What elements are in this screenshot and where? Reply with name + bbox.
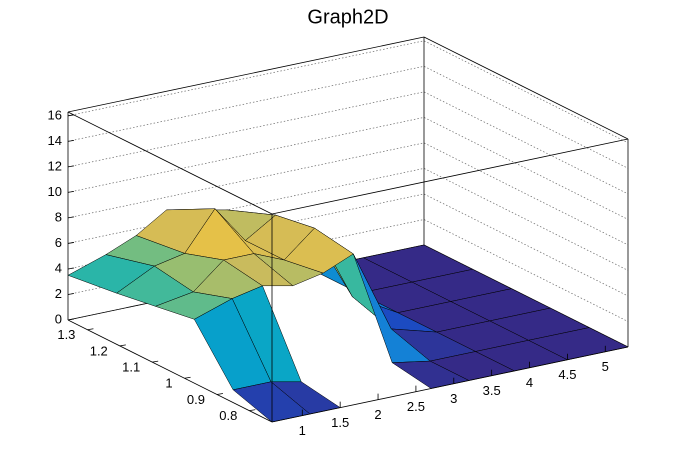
z-tick-label: 10	[48, 184, 62, 199]
box-edge	[271, 138, 629, 215]
z-tick	[67, 216, 75, 219]
y-tick-label: 1.3	[57, 327, 75, 342]
x-tick-label: 1	[299, 423, 306, 438]
z-tick	[67, 293, 75, 295]
z-tick	[67, 114, 75, 117]
z-tick-label: 8	[55, 209, 62, 224]
y-tick	[119, 344, 126, 347]
y-tick	[249, 409, 256, 412]
x-tick-label: 4	[526, 375, 533, 390]
z-tick-label: 16	[48, 107, 62, 122]
z-tick-label: 4	[55, 260, 62, 275]
grid-line	[67, 193, 629, 297]
y-tick	[152, 360, 159, 363]
z-tick	[67, 139, 75, 142]
z-tick-label: 2	[55, 286, 62, 301]
z-tick	[67, 318, 75, 321]
z-tick-label: 12	[48, 158, 62, 173]
y-tick-label: 1.2	[90, 343, 108, 358]
x-tick-label: 2.5	[407, 399, 425, 414]
chart-title: Graph2D	[307, 6, 388, 28]
grid-line	[67, 168, 629, 271]
x-tick-label: 5	[602, 359, 609, 374]
grid-line	[67, 142, 629, 246]
x-tick-label: 3	[450, 391, 457, 406]
y-tick-label: 0.9	[187, 392, 205, 407]
z-tick	[67, 267, 75, 270]
z-tick	[67, 165, 75, 168]
box-edge	[271, 346, 629, 423]
box-edge	[67, 319, 273, 423]
x-tick-label: 3.5	[483, 383, 501, 398]
z-tick-label: 14	[48, 133, 62, 148]
y-tick	[216, 393, 224, 395]
grid-line	[67, 117, 629, 220]
z-tick-label: 0	[55, 311, 62, 326]
grid-line	[67, 40, 629, 144]
grid-line	[67, 219, 629, 322]
z-tick	[67, 242, 75, 244]
y-tick	[87, 328, 94, 331]
x-tick-label: 1.5	[331, 415, 349, 430]
box-edge	[67, 36, 425, 113]
y-tick-label: 1	[165, 376, 172, 391]
y-tick-label: 0.8	[219, 408, 237, 423]
x-tick-label: 4.5	[558, 367, 576, 382]
z-tick-label: 6	[55, 235, 62, 250]
z-tick	[67, 190, 75, 193]
y-tick-label: 1.1	[122, 360, 140, 375]
box-edge	[423, 36, 629, 140]
grid-line	[67, 65, 629, 169]
x-tick-label: 2	[374, 407, 381, 422]
y-tick	[184, 376, 191, 379]
grid-line	[67, 91, 629, 195]
box-edge	[67, 111, 273, 215]
